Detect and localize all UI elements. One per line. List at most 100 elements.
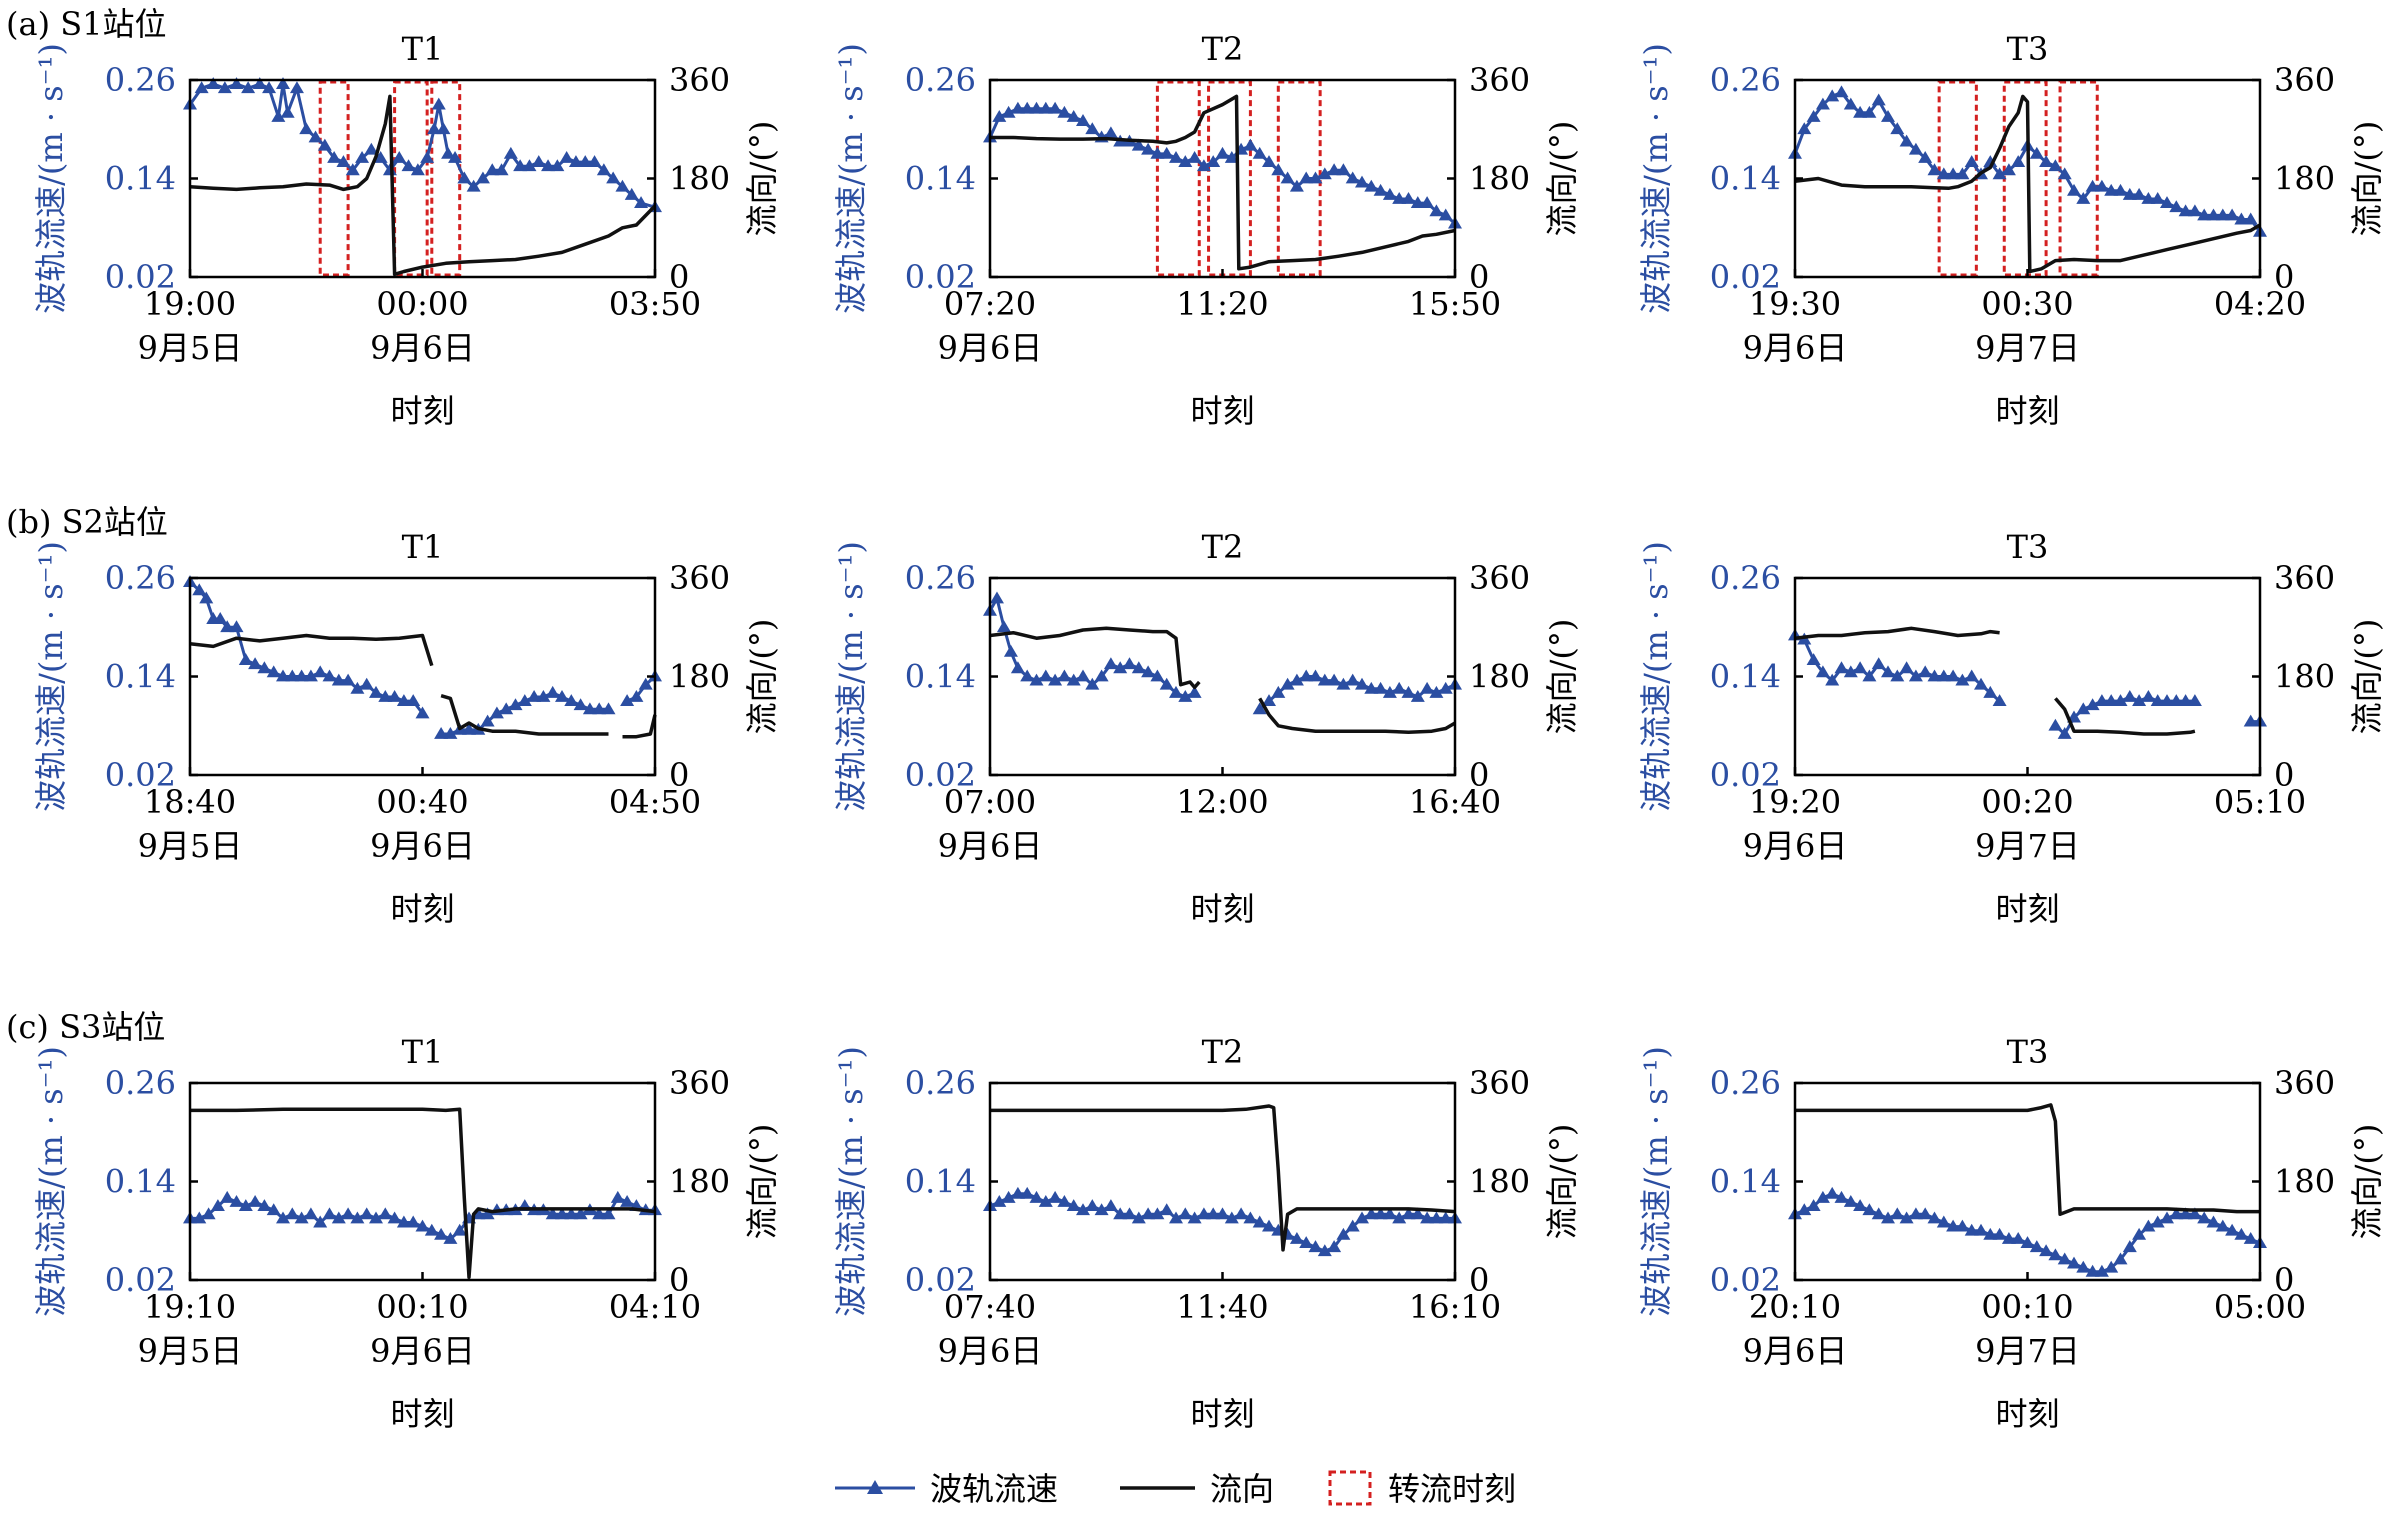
speed-marker — [2122, 1240, 2137, 1253]
speed-marker — [1131, 1211, 1146, 1224]
speed-marker — [2029, 146, 2044, 159]
direction-line — [1794, 626, 2000, 640]
right-tick-label: 360 — [1469, 559, 1530, 597]
plot-frame — [188, 78, 657, 279]
speed-marker — [564, 1207, 579, 1220]
speed-marker — [1169, 1211, 1183, 1224]
speed-marker — [1881, 1211, 1895, 1224]
speed-marker — [2150, 1215, 2165, 1228]
x-tick-label: 04:20 — [2214, 285, 2306, 323]
speed-marker — [308, 130, 323, 143]
left-tick-label: 0.26 — [905, 1064, 976, 1102]
speed-marker — [220, 620, 235, 633]
left-tick-label: 0.26 — [1710, 61, 1781, 99]
speed-marker — [2122, 187, 2137, 200]
speed-marker — [2132, 187, 2147, 200]
speed-marker — [1918, 1207, 1933, 1220]
speed-marker — [1317, 167, 1332, 180]
panel-title: T2 — [1202, 30, 1244, 68]
speed-marker — [1122, 1207, 1137, 1220]
left-tick-label: 0.14 — [105, 658, 176, 696]
speed-marker — [592, 1207, 607, 1220]
speed-marker — [441, 146, 456, 159]
speed-marker — [1797, 1203, 1812, 1216]
speed-marker — [1020, 1186, 1035, 1199]
speed-marker — [499, 702, 514, 715]
speed-marker — [2085, 698, 2100, 711]
speed-marker — [1038, 669, 1053, 682]
legend-direction-label: 流向 — [1210, 1470, 1274, 1508]
x-axis-label: 时刻 — [1995, 392, 2059, 430]
speed-marker — [369, 1211, 383, 1224]
speed-marker — [1825, 673, 1840, 686]
speed-marker — [1946, 1219, 1961, 1232]
x-date-label: 9月7日 — [1975, 329, 2080, 367]
speed-marker — [2234, 212, 2249, 225]
speed-marker — [1076, 1203, 1090, 1216]
speed-marker — [1038, 1195, 1053, 1207]
speed-marker — [2067, 1256, 2081, 1269]
right-tick-label: 360 — [1469, 61, 1530, 99]
speed-marker — [2094, 1264, 2109, 1277]
left-tick-label: 0.02 — [1710, 1261, 1781, 1299]
speed-marker — [1853, 661, 1868, 674]
speed-marker — [1438, 208, 1453, 221]
x-tick-label: 00:40 — [376, 783, 468, 821]
speed-marker — [345, 163, 360, 176]
speed-marker — [1834, 661, 1849, 674]
speed-marker — [396, 694, 411, 707]
speed-marker — [248, 657, 263, 670]
speed-marker — [378, 690, 393, 702]
speed-marker — [1224, 150, 1239, 163]
speed-marker — [206, 77, 221, 90]
x-tick-label: 00:10 — [1981, 1288, 2073, 1326]
x-tick-label: 03:50 — [609, 285, 701, 323]
speed-marker — [1974, 677, 1988, 690]
speed-marker — [1918, 150, 1933, 163]
speed-marker — [341, 673, 356, 686]
speed-line — [189, 580, 424, 715]
speed-marker — [289, 81, 304, 94]
speed-marker — [1010, 1186, 1025, 1199]
speed-marker — [359, 677, 374, 690]
x-tick-label: 00:10 — [376, 1288, 468, 1326]
x-date-label: 9月6日 — [370, 329, 475, 367]
plot-frame — [1793, 1081, 2262, 1282]
speed-marker — [2160, 196, 2174, 209]
speed-marker — [2122, 690, 2137, 702]
right-tick-label: 180 — [2274, 1163, 2335, 1201]
x-date-label: 9月7日 — [1975, 827, 2080, 865]
speed-marker — [1141, 142, 1156, 155]
x-date-label: 9月6日 — [938, 329, 1043, 367]
speed-marker — [415, 1219, 430, 1232]
speed-marker — [606, 171, 621, 184]
speed-marker — [1983, 1227, 1998, 1240]
right-tick-label: 180 — [669, 1163, 730, 1201]
speed-marker — [443, 726, 458, 739]
left-axis-label: 波轨流速/(m · s⁻¹) — [32, 1046, 70, 1317]
speed-marker — [2113, 1252, 2128, 1265]
right-tick-label: 180 — [669, 658, 730, 696]
left-tick-label: 0.14 — [905, 1163, 976, 1201]
left-tick-label: 0.14 — [1710, 160, 1781, 198]
speed-marker — [1345, 1219, 1360, 1232]
speed-marker — [2243, 1231, 2258, 1244]
speed-marker — [317, 138, 332, 151]
speed-marker — [466, 179, 481, 192]
speed-marker — [2048, 159, 2063, 172]
speed-marker — [313, 1215, 328, 1228]
speed-marker — [1899, 661, 1914, 674]
speed-marker — [1020, 669, 1035, 682]
direction-line — [990, 94, 1456, 271]
speed-marker — [331, 673, 346, 686]
speed-marker — [1327, 673, 1342, 686]
speed-marker — [573, 1207, 588, 1220]
panel-2-1: (b) S2站位 T1 0.02 0.14 0.26 0 180 360 18:40 00:40 0… — [6, 503, 781, 928]
speed-marker — [1438, 1211, 1453, 1224]
speed-marker — [1103, 657, 1118, 670]
direction-line — [1794, 94, 2261, 274]
speed-marker — [424, 1223, 439, 1236]
speed-marker — [452, 1223, 467, 1236]
panel-title: T2 — [1202, 528, 1244, 566]
legend-speed-label: 波轨流速 — [930, 1470, 1058, 1508]
